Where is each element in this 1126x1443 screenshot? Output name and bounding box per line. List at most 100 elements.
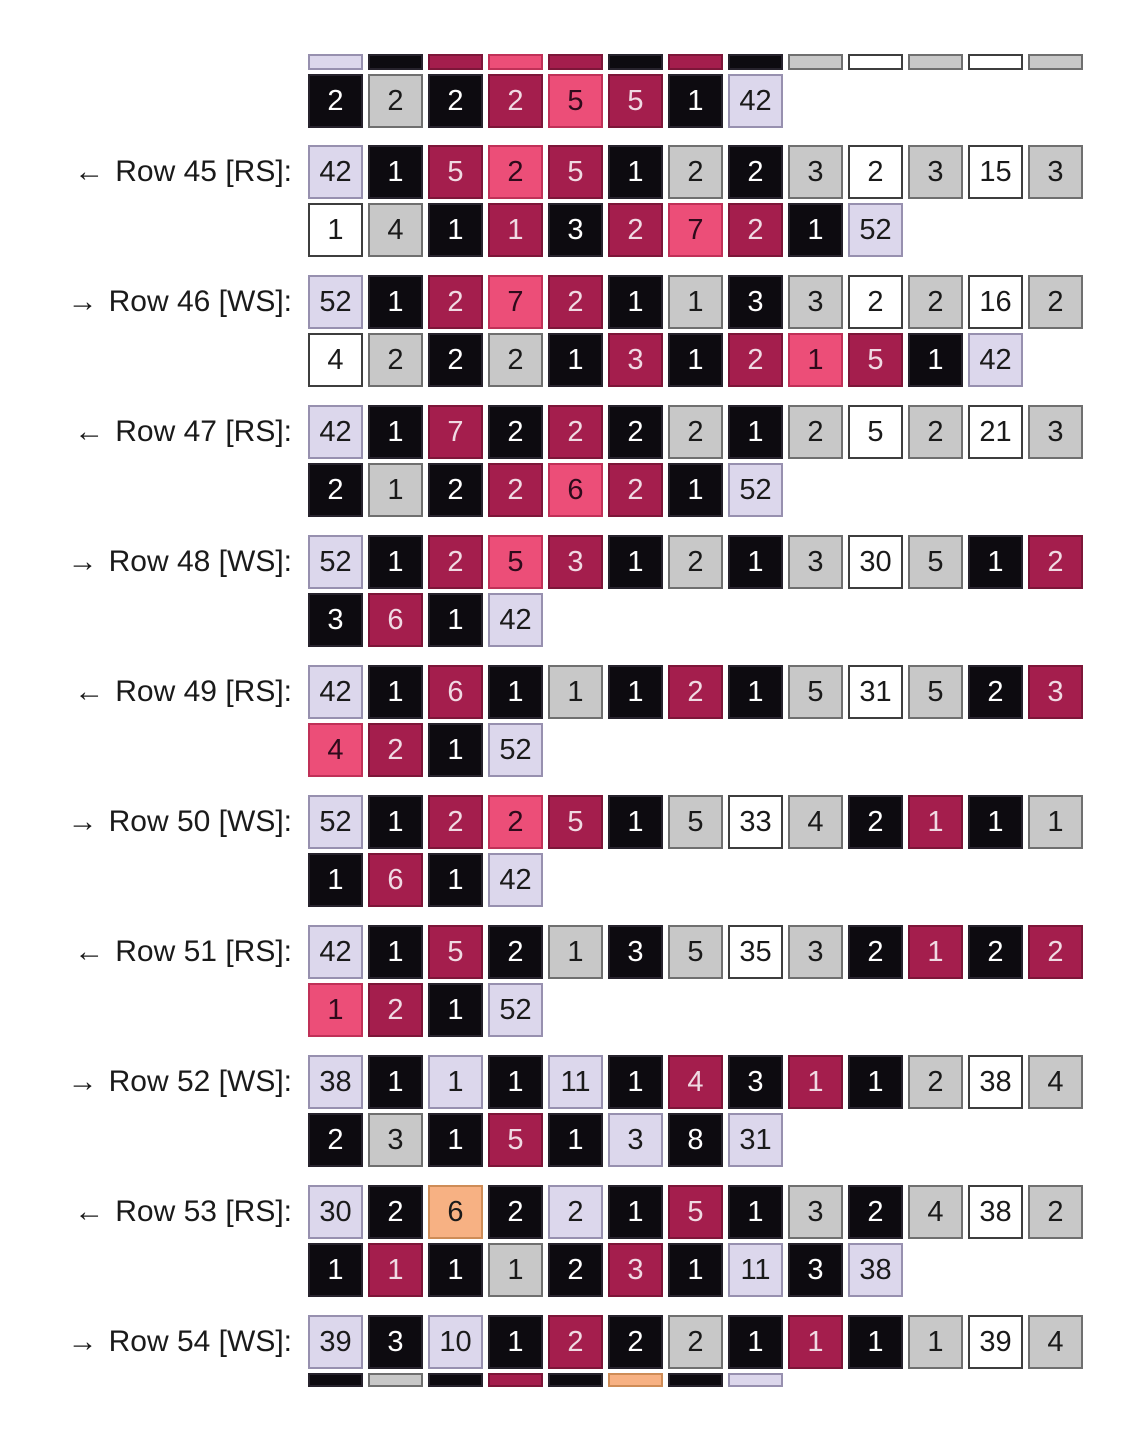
stitch-cell: 52	[308, 275, 363, 329]
stitch-count: 8	[687, 1123, 704, 1156]
stitch-cell-clipped	[728, 1373, 783, 1387]
stitch-cell: 4	[788, 795, 843, 849]
stitch-cell: 5	[548, 145, 603, 199]
stitch-count: 3	[807, 285, 824, 318]
row-label: → Row 52 [WS]:	[0, 1055, 292, 1109]
stitch-count: 39	[319, 1325, 352, 1358]
stitch-count: 35	[739, 935, 772, 968]
stitch-cell: 2	[908, 405, 963, 459]
stitch-cell-clipped	[488, 1373, 543, 1387]
stitch-count: 5	[567, 155, 584, 188]
stitch-cell: 1	[608, 535, 663, 589]
stitch-count: 1	[747, 415, 764, 448]
stitch-count: 21	[979, 415, 1012, 448]
stitch-cell: 2	[488, 333, 543, 387]
stitch-cell: 6	[428, 665, 483, 719]
stitch-cell: 1	[368, 925, 423, 979]
stitch-cell: 4	[308, 333, 363, 387]
stitch-cell: 1	[848, 1315, 903, 1369]
stitch-count: 1	[927, 343, 944, 376]
row-label-text: Row 53 [RS]:	[115, 1195, 292, 1228]
stitch-count: 1	[447, 1253, 464, 1286]
row-label: ← Row 47 [RS]:	[0, 405, 292, 459]
stitch-cell: 1	[728, 405, 783, 459]
stitch-count: 1	[447, 733, 464, 766]
stitch-cell: 3	[608, 1113, 663, 1167]
stitch-count: 6	[567, 473, 584, 506]
stitch-cell: 52	[728, 463, 783, 517]
stitch-cell: 42	[308, 405, 363, 459]
stitch-count: 5	[447, 155, 464, 188]
stitch-cell: 1	[548, 925, 603, 979]
stitch-cell: 1	[668, 1243, 723, 1297]
stitch-count: 1	[507, 1325, 524, 1358]
stitch-count: 6	[387, 863, 404, 896]
row-label: ← Row 51 [RS]:	[0, 925, 292, 979]
stitch-cell: 1	[488, 665, 543, 719]
stitch-cell: 3	[788, 145, 843, 199]
row-label-text: Row 47 [RS]:	[115, 415, 292, 448]
stitch-count: 1	[807, 1065, 824, 1098]
stitch-cell: 2	[548, 405, 603, 459]
stitch-cell: 3	[788, 1185, 843, 1239]
stitch-cell: 5	[908, 665, 963, 719]
stitch-cell: 2	[608, 463, 663, 517]
stitch-count: 2	[627, 213, 644, 246]
stitch-count: 1	[927, 805, 944, 838]
stitch-count: 2	[447, 84, 464, 117]
stitch-cell: 38	[968, 1055, 1023, 1109]
stitch-cell: 35	[728, 925, 783, 979]
stitch-cell: 42	[308, 665, 363, 719]
stitch-count: 6	[447, 675, 464, 708]
stitch-cell: 1	[308, 853, 363, 907]
stitch-count: 1	[387, 473, 404, 506]
stitch-cell: 42	[728, 74, 783, 128]
stitch-count: 1	[807, 1325, 824, 1358]
stitch-cell: 3	[548, 535, 603, 589]
stitch-count: 1	[507, 213, 524, 246]
stitch-count: 1	[507, 1253, 524, 1286]
stitch-cell: 2	[968, 925, 1023, 979]
row-label: → Row 50 [WS]:	[0, 795, 292, 849]
stitch-cell-clipped	[668, 54, 723, 70]
left-arrow-icon: ←	[74, 415, 105, 448]
stitch-cell: 5	[428, 925, 483, 979]
stitch-count: 1	[447, 213, 464, 246]
stitch-cell-clipped	[548, 54, 603, 70]
stitch-count: 2	[447, 805, 464, 838]
stitch-count: 42	[499, 603, 532, 636]
stitch-cell: 1	[668, 275, 723, 329]
stitch-count: 2	[567, 1253, 584, 1286]
stitch-count: 3	[927, 155, 944, 188]
stitch-count: 52	[859, 213, 892, 246]
stitch-count: 2	[687, 415, 704, 448]
row-label-text: Row 49 [RS]:	[115, 675, 292, 708]
stitch-count: 1	[927, 1325, 944, 1358]
stitch-count: 3	[1047, 155, 1064, 188]
stitch-cell: 2	[428, 795, 483, 849]
stitch-count: 16	[979, 285, 1012, 318]
stitch-cell: 2	[368, 333, 423, 387]
stitch-count: 2	[987, 675, 1004, 708]
stitch-cell: 2	[728, 145, 783, 199]
stitch-count: 7	[447, 415, 464, 448]
stitch-count: 1	[387, 1065, 404, 1098]
stitch-count: 1	[687, 1253, 704, 1286]
stitch-cell: 1	[428, 593, 483, 647]
stitch-cell: 1	[308, 983, 363, 1037]
stitch-count: 38	[859, 1253, 892, 1286]
stitch-cell: 1	[548, 1113, 603, 1167]
stitch-cell: 2	[1028, 925, 1083, 979]
stitch-cell: 4	[908, 1185, 963, 1239]
stitch-cell: 1	[428, 1113, 483, 1167]
stitch-count: 1	[447, 863, 464, 896]
stitch-count: 1	[447, 1123, 464, 1156]
stitch-count: 1	[387, 675, 404, 708]
stitch-count: 1	[327, 993, 344, 1026]
stitch-cell: 2	[968, 665, 1023, 719]
stitch-count: 5	[927, 675, 944, 708]
stitch-count: 1	[687, 343, 704, 376]
stitch-cell-clipped	[548, 1373, 603, 1387]
right-arrow-icon: →	[67, 285, 98, 318]
stitch-cell: 2	[368, 983, 423, 1037]
